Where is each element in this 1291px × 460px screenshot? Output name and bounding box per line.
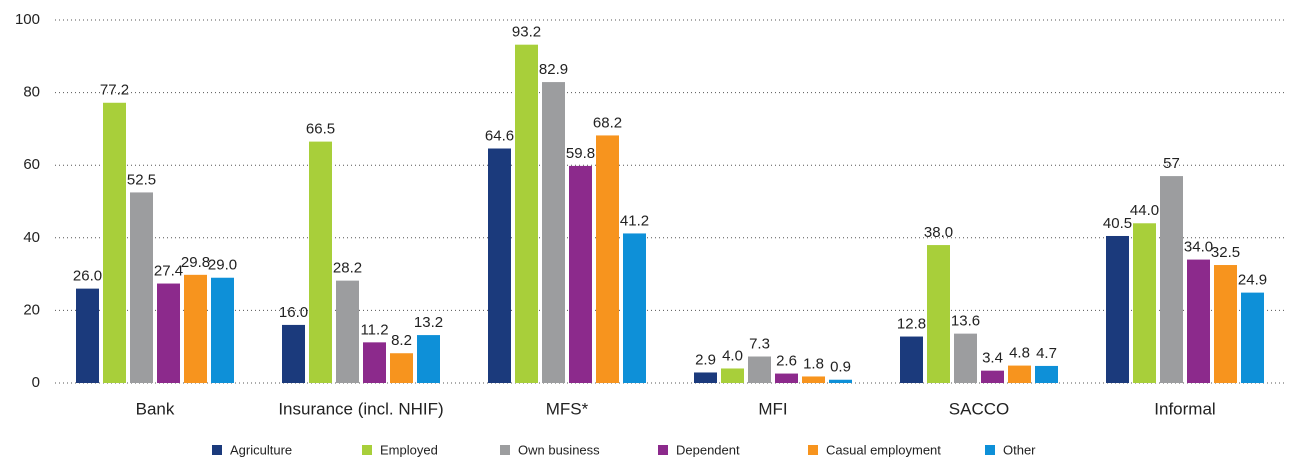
legend-label: Employed bbox=[380, 442, 438, 457]
y-tick-label: 60 bbox=[23, 156, 40, 173]
value-label: 38.0 bbox=[924, 224, 953, 241]
bar bbox=[1214, 265, 1237, 383]
bar bbox=[981, 370, 1004, 383]
legend-swatch bbox=[985, 445, 995, 455]
value-label: 77.2 bbox=[100, 82, 129, 99]
bar bbox=[282, 324, 305, 383]
bar bbox=[829, 379, 852, 383]
x-tick-label: Bank bbox=[136, 399, 175, 418]
x-tick-label: SACCO bbox=[949, 399, 1009, 418]
bar bbox=[596, 135, 619, 383]
value-label: 4.8 bbox=[1009, 345, 1030, 362]
y-tick-label: 80 bbox=[23, 84, 40, 101]
value-label: 13.2 bbox=[414, 314, 443, 331]
bar bbox=[390, 353, 413, 383]
x-tick-label: MFI bbox=[758, 399, 787, 418]
bar bbox=[694, 372, 717, 383]
value-label: 57 bbox=[1163, 155, 1180, 172]
bar bbox=[1187, 259, 1210, 383]
value-label: 29.0 bbox=[208, 257, 237, 274]
bar bbox=[927, 245, 950, 383]
value-label: 66.5 bbox=[306, 121, 335, 138]
bar bbox=[1241, 292, 1264, 383]
y-tick-label: 20 bbox=[23, 301, 40, 318]
legend-swatch bbox=[362, 445, 372, 455]
value-label: 16.0 bbox=[279, 304, 308, 321]
bar bbox=[721, 368, 744, 383]
value-label: 28.2 bbox=[333, 260, 362, 277]
value-label: 93.2 bbox=[512, 24, 541, 41]
value-label: 3.4 bbox=[982, 350, 1003, 367]
value-label: 4.7 bbox=[1036, 345, 1057, 362]
bar bbox=[130, 192, 153, 383]
bar bbox=[748, 356, 771, 383]
bar bbox=[1035, 365, 1058, 383]
bar bbox=[569, 165, 592, 383]
value-label: 29.8 bbox=[181, 254, 210, 271]
value-label: 4.0 bbox=[722, 347, 743, 364]
value-label: 32.5 bbox=[1211, 244, 1240, 261]
x-tick-label: Informal bbox=[1154, 399, 1215, 418]
value-label: 40.5 bbox=[1103, 215, 1132, 232]
bar bbox=[363, 342, 386, 383]
legend-swatch bbox=[808, 445, 818, 455]
value-label: 68.2 bbox=[593, 114, 622, 131]
value-label: 2.6 bbox=[776, 353, 797, 370]
legend-label: Agriculture bbox=[230, 442, 292, 457]
bar bbox=[1160, 176, 1183, 383]
value-label: 24.9 bbox=[1238, 272, 1267, 289]
bar bbox=[336, 280, 359, 383]
legend-label: Dependent bbox=[676, 442, 740, 457]
bar bbox=[309, 141, 332, 383]
bar bbox=[542, 82, 565, 383]
legend-swatch bbox=[500, 445, 510, 455]
value-label: 34.0 bbox=[1184, 239, 1213, 256]
bar bbox=[103, 102, 126, 383]
value-label: 12.8 bbox=[897, 316, 926, 333]
bar bbox=[775, 373, 798, 383]
value-label: 27.4 bbox=[154, 263, 183, 280]
bar bbox=[417, 335, 440, 383]
bar bbox=[1106, 235, 1129, 383]
bar bbox=[211, 277, 234, 383]
bar bbox=[488, 148, 511, 383]
value-label: 13.6 bbox=[951, 313, 980, 330]
bar bbox=[802, 376, 825, 383]
bar bbox=[900, 336, 923, 383]
legend-label: Casual employment bbox=[826, 442, 941, 457]
value-label: 0.9 bbox=[830, 359, 851, 376]
value-label: 59.8 bbox=[566, 145, 595, 162]
bar bbox=[76, 288, 99, 383]
value-label: 41.2 bbox=[620, 212, 649, 229]
x-tick-label: Insurance (incl. NHIF) bbox=[278, 399, 443, 418]
value-label: 82.9 bbox=[539, 61, 568, 78]
bar bbox=[184, 274, 207, 383]
x-tick-label: MFS* bbox=[546, 399, 589, 418]
y-tick-label: 100 bbox=[15, 11, 40, 28]
value-label: 2.9 bbox=[695, 351, 716, 368]
bar bbox=[1008, 365, 1031, 383]
legend-swatch bbox=[212, 445, 222, 455]
y-tick-label: 0 bbox=[32, 374, 40, 391]
y-tick-label: 40 bbox=[23, 229, 40, 246]
bar bbox=[623, 233, 646, 383]
value-label: 11.2 bbox=[360, 321, 388, 338]
bar bbox=[515, 44, 538, 384]
legend-label: Own business bbox=[518, 442, 600, 457]
legend-swatch bbox=[658, 445, 668, 455]
value-label: 52.5 bbox=[127, 171, 156, 188]
value-label: 64.6 bbox=[485, 127, 514, 144]
value-label: 7.3 bbox=[749, 335, 770, 352]
legend-label: Other bbox=[1003, 442, 1036, 457]
value-label: 26.0 bbox=[73, 268, 102, 285]
value-label: 44.0 bbox=[1130, 202, 1159, 219]
bar bbox=[157, 283, 180, 383]
value-label: 8.2 bbox=[391, 332, 412, 349]
value-label: 1.8 bbox=[803, 355, 824, 372]
bar bbox=[1133, 223, 1156, 383]
bar bbox=[954, 333, 977, 383]
